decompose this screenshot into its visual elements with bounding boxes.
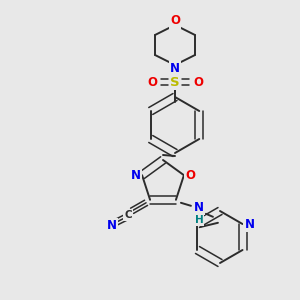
Text: O: O: [170, 14, 180, 28]
Text: S: S: [170, 76, 180, 88]
Text: O: O: [147, 76, 157, 88]
Text: O: O: [185, 169, 195, 182]
Text: C: C: [124, 210, 132, 220]
Text: N: N: [194, 201, 204, 214]
Text: O: O: [193, 76, 203, 88]
Text: N: N: [107, 219, 117, 232]
Text: N: N: [131, 169, 141, 182]
Text: N: N: [244, 218, 254, 230]
Text: N: N: [170, 62, 180, 76]
Text: H: H: [195, 215, 203, 225]
